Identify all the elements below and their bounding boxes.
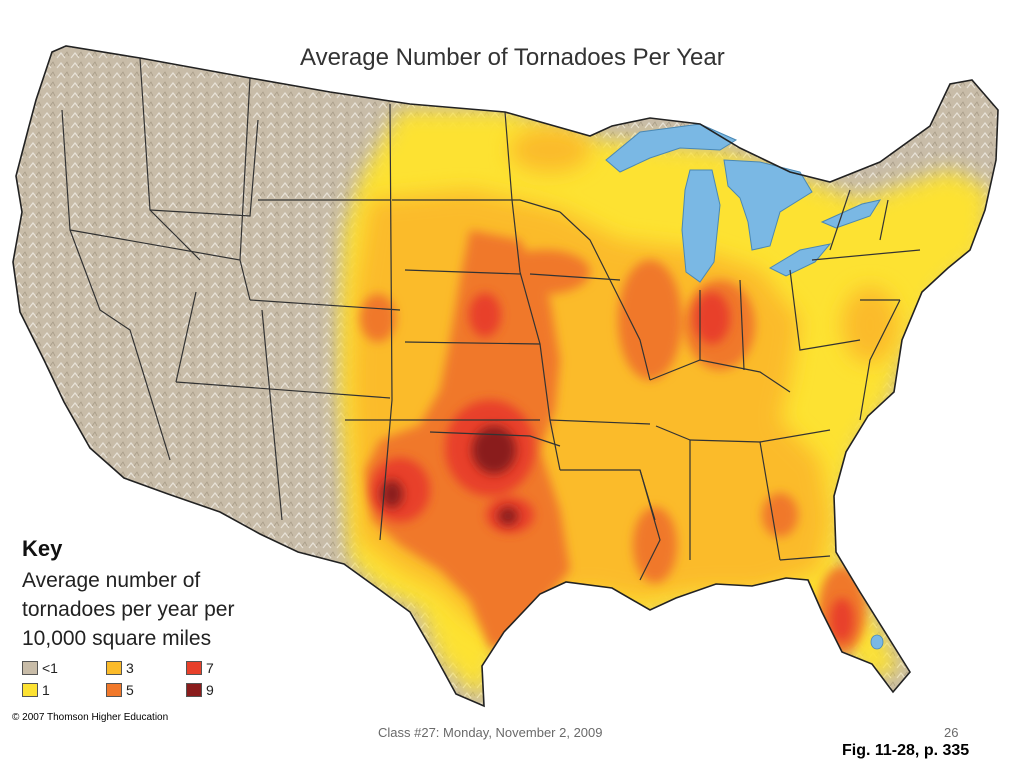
slide-number: 26 [944, 725, 959, 740]
legend-label: 3 [126, 660, 134, 676]
key-description-line: Average number of [22, 569, 201, 592]
legend-item-less-than-1: <1 [22, 660, 58, 676]
figure-reference: Fig. 11-28, p. 335 [842, 742, 970, 759]
legend-label: 9 [206, 682, 214, 698]
legend-label: 7 [206, 660, 214, 676]
tornado-density-zones [340, 110, 990, 700]
key-description-line: 10,000 square miles [22, 627, 212, 650]
legend-swatch [22, 683, 38, 697]
key-heading: Key [22, 536, 63, 561]
legend-swatch [106, 661, 122, 675]
copyright-notice: © 2007 Thomson Higher Education [12, 712, 169, 723]
legend-item-5: 5 [106, 682, 134, 698]
key-description: Average number of tornadoes per year per… [22, 566, 302, 653]
legend-label: 1 [42, 682, 50, 698]
legend-item-1: 1 [22, 682, 50, 698]
legend: <1 1 3 5 7 9 [22, 660, 282, 700]
legend-swatch [106, 683, 122, 697]
legend-item-7: 7 [186, 660, 214, 676]
map-title: Average Number of Tornadoes Per Year [300, 44, 725, 71]
slide-footer: Class #27: Monday, November 2, 2009 [378, 725, 603, 740]
state-borders [61, 57, 921, 581]
legend-item-3: 3 [106, 660, 134, 676]
legend-label: 5 [126, 682, 134, 698]
key-description-line: tornadoes per year per [22, 598, 235, 621]
legend-label: <1 [42, 660, 58, 676]
legend-swatch [186, 683, 202, 697]
legend-swatch [22, 661, 38, 675]
legend-swatch [186, 661, 202, 675]
zone-level-9 [381, 426, 518, 525]
great-lakes [605, 123, 884, 650]
legend-item-9: 9 [186, 682, 214, 698]
